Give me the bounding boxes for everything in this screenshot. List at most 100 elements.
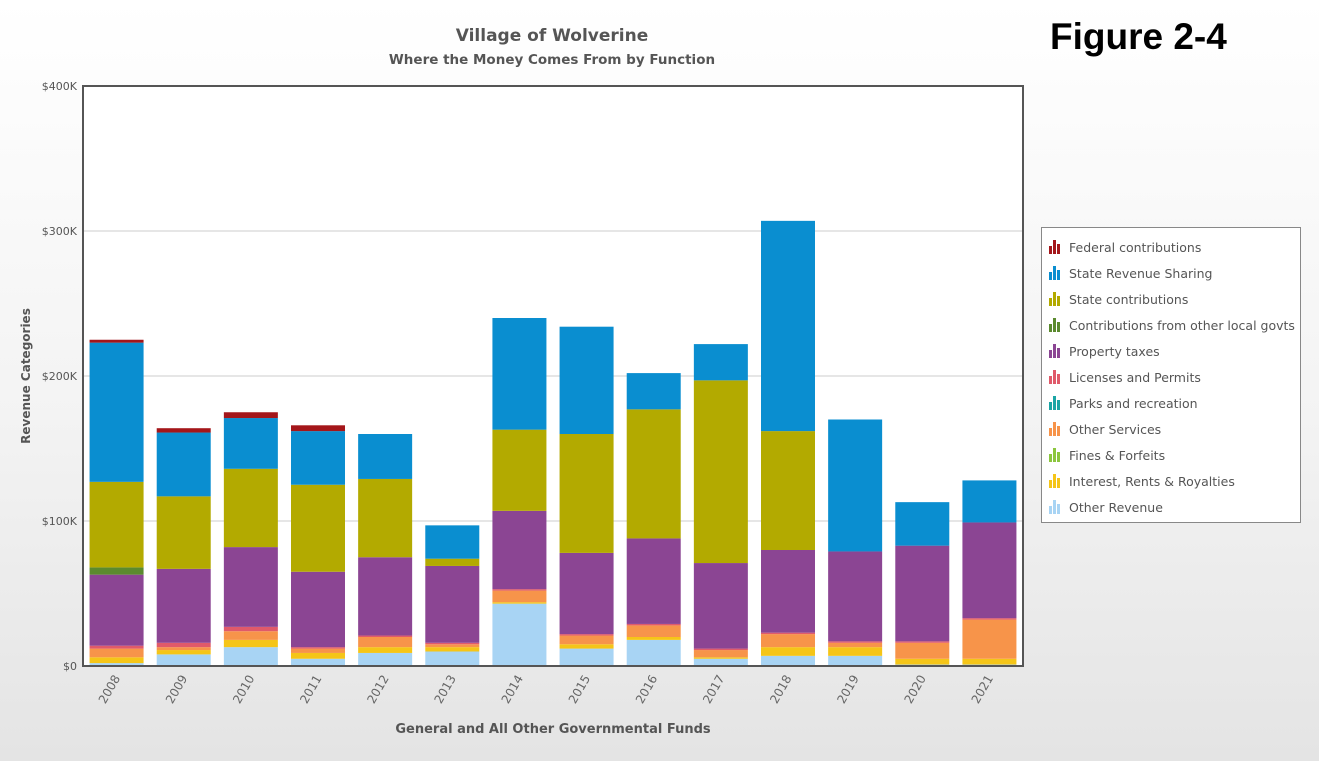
bar-segment — [156, 568, 211, 643]
bar-segment — [828, 655, 883, 666]
x-tick-label: 2019 — [834, 673, 861, 706]
bar-segment — [291, 571, 345, 648]
legend: Federal contributions State Revenue Shari… — [1041, 227, 1301, 523]
bar-segment — [291, 484, 345, 572]
y-tick-label: $0 — [63, 660, 77, 673]
bar-segment — [156, 428, 211, 433]
legend-item[interactable]: Other Revenue — [1049, 494, 1300, 520]
bar-segment — [895, 641, 950, 643]
bar-segment — [291, 658, 345, 666]
x-tick-label: 2008 — [96, 673, 123, 706]
bar-segment — [291, 431, 345, 485]
legend-item[interactable]: Federal contributions — [1049, 234, 1300, 260]
bar-chart-icon — [1049, 474, 1062, 488]
x-axis-ticks: 2008 2009 2010 2011 2012 2013 2014 2015 2016 2017… — [96, 673, 996, 706]
x-tick-label: 2020 — [901, 673, 928, 706]
bar-segment — [761, 632, 815, 635]
bar-segment — [693, 650, 748, 658]
legend-label: Interest, Rents & Royalties — [1069, 473, 1235, 489]
bar-segment — [492, 589, 547, 591]
bar-segment — [492, 318, 547, 430]
bar-segment — [425, 651, 480, 666]
legend-label: Federal contributions — [1069, 239, 1202, 255]
bar-segment — [89, 567, 144, 575]
bar-chart-icon — [1049, 370, 1062, 384]
bar-segment — [761, 431, 815, 550]
bar-segment — [626, 409, 681, 539]
bar-segment — [626, 373, 681, 410]
bar-chart-icon — [1049, 344, 1062, 358]
bar-segment — [559, 634, 614, 636]
legend-item[interactable]: State contributions — [1049, 286, 1300, 312]
bar-segment — [358, 478, 413, 558]
bar-segment — [761, 550, 815, 633]
y-tick-label: $400K — [42, 80, 78, 93]
bar-chart-icon — [1049, 240, 1062, 254]
bar-segment — [492, 590, 547, 603]
plot-border — [82, 85, 1024, 667]
bar-segment — [425, 644, 480, 648]
bar-segment — [358, 434, 413, 479]
x-tick-label: 2011 — [297, 673, 324, 706]
bar-segment — [761, 220, 815, 432]
bar-segment — [962, 618, 1017, 620]
legend-item[interactable]: Contributions from other local govts — [1049, 312, 1300, 338]
legend-label: Parks and recreation — [1069, 395, 1198, 411]
bar-segment — [828, 551, 883, 642]
bar-segment — [89, 663, 144, 666]
bar-segment — [559, 552, 614, 635]
bar-chart-icon — [1049, 448, 1062, 462]
x-tick-label: 2014 — [499, 673, 526, 706]
bar-segment — [89, 481, 144, 568]
chart-subtitle: Where the Money Comes From by Function — [388, 52, 716, 68]
x-tick-label: 2015 — [566, 673, 593, 706]
bar-segment — [828, 641, 883, 643]
bar-segment — [559, 635, 614, 645]
bar-segment — [895, 545, 950, 642]
bar-segment — [626, 538, 681, 624]
bar-segment — [89, 657, 144, 664]
bar-segment — [559, 326, 614, 434]
bar-segment — [761, 655, 815, 666]
bar-segment — [89, 574, 144, 646]
legend-item[interactable]: Interest, Rents & Royalties — [1049, 468, 1300, 494]
bar-segment — [492, 510, 547, 590]
bar-segment — [358, 647, 413, 653]
x-axis-label: General and All Other Governmental Funds — [395, 722, 711, 737]
bar-segment — [156, 654, 211, 666]
bar-segment — [89, 342, 144, 482]
bar-segment — [291, 652, 345, 659]
bar-segment — [425, 558, 480, 566]
bar-chart-icon — [1049, 396, 1062, 410]
bar-segment — [358, 637, 413, 648]
legend-label: Property taxes — [1069, 343, 1160, 359]
legend-label: Other Services — [1069, 421, 1162, 437]
x-tick-label: 2012 — [364, 673, 391, 706]
bar-segment — [761, 647, 815, 656]
bar-segment — [156, 496, 211, 569]
legend-item[interactable]: Parks and recreation — [1049, 390, 1300, 416]
bar-segment — [425, 525, 480, 559]
legend-label: State contributions — [1069, 291, 1189, 307]
legend-item[interactable]: State Revenue Sharing — [1049, 260, 1300, 286]
legend-item[interactable]: Licenses and Permits — [1049, 364, 1300, 390]
legend-item[interactable]: Fines & Forfeits — [1049, 442, 1300, 468]
legend-item[interactable]: Other Services — [1049, 416, 1300, 442]
bar-segment — [89, 645, 144, 649]
bars — [89, 220, 1017, 666]
bar-segment — [693, 658, 748, 666]
bar-segment — [559, 644, 614, 649]
bar-segment — [291, 648, 345, 653]
bar-segment — [425, 565, 480, 643]
bar-segment — [693, 380, 748, 564]
legend-item[interactable]: Property taxes — [1049, 338, 1300, 364]
bar-segment — [223, 626, 278, 632]
bar-segment — [828, 642, 883, 648]
bar-segment — [559, 648, 614, 666]
y-tick-label: $300K — [42, 225, 78, 238]
bar-segment — [156, 650, 211, 655]
bar-chart-icon — [1049, 318, 1062, 332]
legend-label: Other Revenue — [1069, 499, 1163, 515]
y-tick-label: $100K — [42, 515, 78, 528]
x-tick-label: 2018 — [767, 673, 794, 706]
